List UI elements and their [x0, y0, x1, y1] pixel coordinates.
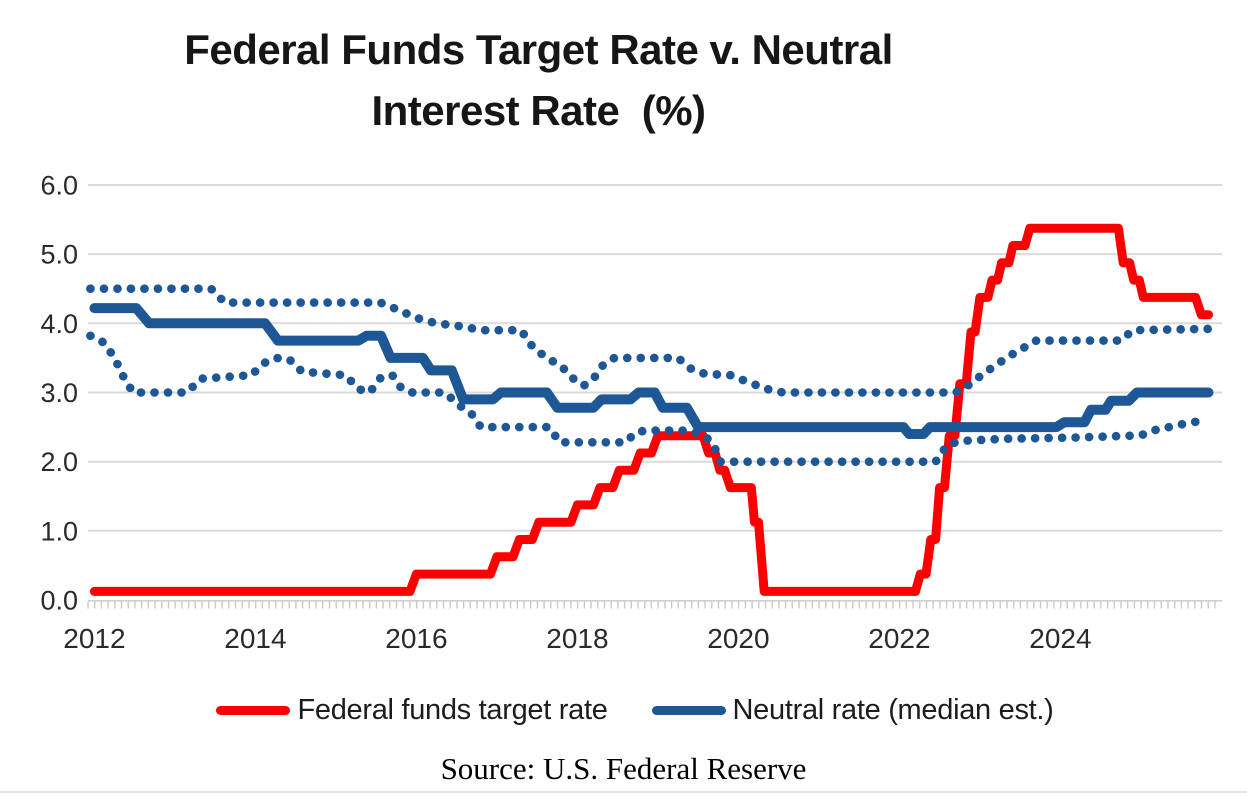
series-line-dotted-2 [86, 284, 1213, 397]
neutral-rate-line-swatch [651, 706, 726, 715]
y-axis-label: 0.0 [40, 586, 78, 616]
series-line-1 [89, 303, 1214, 439]
x-axis-label: 2016 [385, 623, 447, 654]
chart-title-line1: Federal Funds Target Rate v. Neutral [184, 26, 893, 73]
x-axis-label: 2022 [868, 623, 930, 654]
chart-legend: Federal funds target rate Neutral rate (… [85, 694, 1185, 727]
x-axis-label: 2014 [224, 623, 286, 654]
source-note: Source: U.S. Federal Reserve [440, 751, 807, 786]
legend-item-target-rate: Federal funds target rate [216, 694, 608, 727]
y-axis-label: 4.0 [40, 309, 78, 339]
y-axis-label: 5.0 [40, 240, 78, 270]
legend-label-target-rate: Federal funds target rate [297, 694, 608, 726]
x-axis-label: 2018 [546, 623, 608, 654]
y-axis-label: 2.0 [40, 447, 78, 477]
target-rate-line-swatch [216, 706, 291, 715]
y-axis-label: 1.0 [40, 516, 78, 546]
legend-item-neutral-rate: Neutral rate (median est.) [651, 694, 1054, 727]
y-axis-label: 3.0 [40, 378, 78, 408]
chart-title-line2: Interest Rate (%) [371, 86, 706, 134]
series-line-0 [89, 223, 1213, 596]
bottom-divider [0, 791, 1247, 793]
x-axis-label: 2024 [1029, 623, 1091, 654]
series-line-dotted-3 [86, 331, 1210, 466]
y-axis-label: 6.0 [40, 171, 78, 201]
chart-title: Federal Funds Target Rate v. Neutral Int… [0, 20, 1077, 142]
x-axis-label: 2012 [63, 623, 125, 654]
legend-label-neutral-rate: Neutral rate (median est.) [732, 694, 1054, 726]
x-axis-label: 2020 [707, 623, 769, 654]
